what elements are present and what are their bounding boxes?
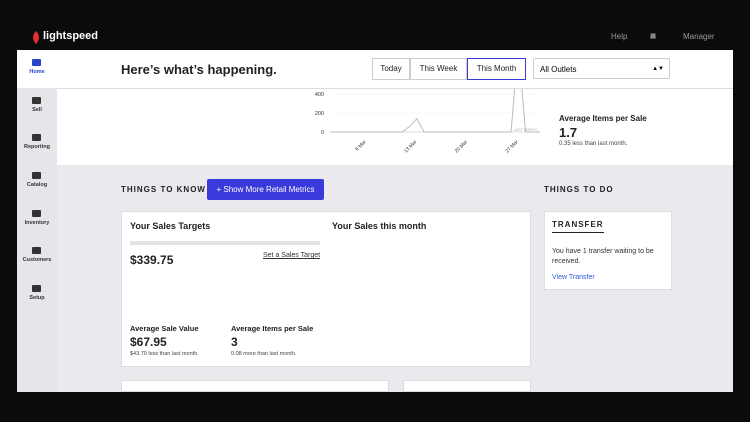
stat-value: $67.95 bbox=[130, 335, 167, 349]
nav-icon[interactable] bbox=[32, 172, 41, 179]
card-title: Your Sales Targets bbox=[130, 221, 211, 231]
chart-title: Your Sales this month bbox=[332, 221, 427, 231]
stat-value: 1.7 bbox=[559, 125, 578, 140]
nav-icon[interactable] bbox=[32, 285, 41, 292]
logo-icon bbox=[33, 31, 39, 44]
page-title: Here’s what’s happening. bbox=[121, 62, 277, 77]
stat-label: Average Items per Sale bbox=[231, 324, 314, 333]
card-title: TRANSFER bbox=[552, 220, 604, 233]
stat-label: Average Items per Sale bbox=[559, 114, 647, 123]
transfer-link[interactable]: View Transfer bbox=[552, 274, 595, 281]
line bbox=[330, 89, 540, 133]
tab[interactable]: This Week bbox=[410, 58, 467, 80]
y-tick-label: 0 bbox=[321, 130, 324, 136]
target-amount: $339.75 bbox=[130, 253, 174, 267]
y-tick-label: 400 bbox=[315, 92, 324, 98]
metrics-button[interactable]: + Show More Retail Metrics bbox=[207, 179, 324, 200]
nav-icon[interactable] bbox=[32, 97, 41, 104]
tab[interactable]: Today bbox=[372, 58, 410, 80]
x-tick-label: 6 Mar bbox=[354, 139, 368, 153]
outlet-select[interactable]: All Outlets ▲▼ bbox=[533, 58, 670, 79]
section-title: THINGS TO KNOW bbox=[121, 185, 206, 194]
nav-item[interactable]: Setup bbox=[29, 295, 45, 301]
card bbox=[403, 380, 531, 392]
x-tick-label: 27 Mar bbox=[504, 139, 519, 154]
section-title: THINGS TO DO bbox=[544, 185, 614, 194]
upper-panel bbox=[57, 89, 733, 165]
card bbox=[121, 380, 389, 392]
nav-icon[interactable] bbox=[32, 247, 41, 254]
targets-card bbox=[121, 211, 531, 367]
target-link[interactable]: Set a Sales Target bbox=[263, 252, 321, 259]
brand[interactable]: lightspeed bbox=[43, 30, 99, 42]
nav-item[interactable]: Inventory bbox=[24, 220, 50, 226]
nav-item[interactable]: Reporting bbox=[24, 144, 50, 150]
x-tick-label: 20 Mar bbox=[454, 139, 469, 154]
stat-note: 0.35 less than last month. bbox=[559, 141, 628, 147]
outlet-label: All Outlets bbox=[540, 65, 577, 74]
nav-item[interactable]: Catalog bbox=[26, 182, 48, 188]
help-link[interactable]: Help bbox=[611, 32, 628, 41]
nav-active bbox=[17, 50, 57, 88]
button-label: Show More Retail Metrics bbox=[223, 185, 315, 194]
bell-icon[interactable] bbox=[650, 33, 656, 39]
stat-note: $43.70 less than last month. bbox=[130, 351, 199, 357]
stat-value: 3 bbox=[231, 335, 238, 349]
nav-item[interactable]: Sell bbox=[32, 107, 42, 113]
stat-note: 0.08 more than last month. bbox=[231, 351, 297, 357]
user-menu[interactable]: Manager bbox=[683, 32, 715, 41]
x-tick-label: 13 Mar bbox=[403, 139, 418, 154]
nav-icon[interactable] bbox=[32, 59, 41, 66]
nav-icon[interactable] bbox=[32, 210, 41, 217]
nav-icon[interactable] bbox=[32, 134, 41, 141]
nav-item[interactable]: Home bbox=[29, 69, 45, 75]
stat-label: Average Sale Value bbox=[130, 324, 199, 333]
progress-bar bbox=[130, 241, 320, 245]
transfer-text: You have 1 transfer waiting to be receiv… bbox=[552, 248, 654, 265]
tab[interactable]: This Month bbox=[467, 58, 526, 80]
y-tick-label: 200 bbox=[315, 111, 324, 117]
nav-item[interactable]: Customers bbox=[22, 257, 52, 263]
transfer-card bbox=[544, 211, 672, 290]
sidebar bbox=[17, 50, 57, 392]
